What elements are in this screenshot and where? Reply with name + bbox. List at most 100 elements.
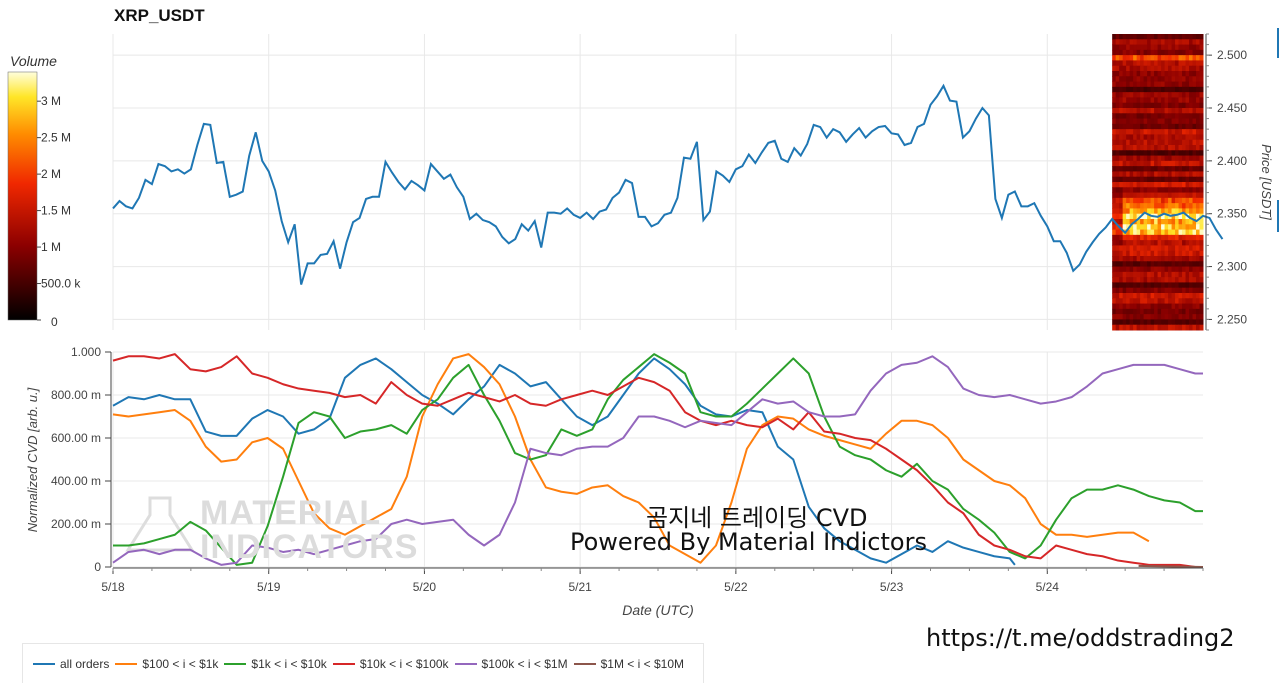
heatmap-cell	[1189, 187, 1194, 194]
heatmap-cell	[1150, 197, 1155, 204]
heatmap-cell	[1196, 86, 1201, 93]
heatmap-cell	[1157, 240, 1162, 246]
heatmap-cell	[1157, 134, 1162, 141]
legend-item[interactable]: $1k < i < $10k	[224, 657, 327, 671]
heatmap-cell	[1143, 76, 1148, 83]
heatmap-cell	[1168, 187, 1173, 194]
heatmap-cell	[1147, 271, 1152, 278]
legend-item[interactable]: $10k < i < $100k	[332, 657, 449, 671]
heatmap-cell	[1196, 203, 1201, 209]
heatmap-cell	[1115, 108, 1120, 114]
heatmap-cell	[1157, 160, 1162, 167]
heatmap-cell	[1185, 76, 1190, 83]
heatmap-cell	[1133, 187, 1138, 194]
heatmap-cell	[1147, 65, 1152, 72]
heatmap-cell	[1150, 166, 1155, 172]
heatmap-cell	[1168, 282, 1173, 289]
heatmap-cell	[1171, 76, 1176, 83]
heatmap-cell	[1150, 60, 1155, 67]
heatmap-cell	[1122, 187, 1127, 194]
heatmap-cell	[1178, 139, 1183, 146]
heatmap-cell	[1143, 261, 1148, 268]
heatmap-cell	[1171, 123, 1176, 130]
heatmap-cell	[1157, 34, 1162, 40]
heatmap-cell	[1119, 176, 1124, 183]
heatmap-cell	[1147, 150, 1152, 157]
heatmap-cell	[1185, 39, 1190, 46]
heatmap-cell	[1147, 240, 1152, 246]
heatmap-cell	[1140, 97, 1145, 104]
heatmap-cell	[1154, 150, 1159, 157]
heatmap-cell	[1147, 229, 1152, 236]
heatmap-cell	[1112, 44, 1117, 51]
heatmap-cell	[1182, 155, 1187, 162]
heatmap-cell	[1175, 314, 1180, 320]
heatmap-cell	[1182, 97, 1187, 104]
heatmap-cell	[1133, 282, 1138, 289]
heatmap-cell	[1126, 266, 1131, 273]
legend-item[interactable]: $1M < i < $10M	[573, 657, 684, 671]
heatmap-cell	[1122, 298, 1127, 305]
heatmap-cell	[1133, 324, 1138, 331]
legend-item[interactable]: $100k < i < $1M	[454, 657, 568, 671]
heatmap-cell	[1129, 282, 1134, 289]
heatmap-cell	[1115, 308, 1120, 315]
heatmap-cell	[1175, 129, 1180, 135]
heatmap-cell	[1136, 150, 1141, 157]
heatmap-cell	[1199, 55, 1204, 61]
heatmap-cell	[1143, 187, 1148, 194]
heatmap-cell	[1185, 129, 1190, 135]
heatmap-cell	[1122, 282, 1127, 289]
heatmap-cell	[1185, 197, 1190, 204]
heatmap-cell	[1199, 155, 1204, 162]
heatmap-cell	[1126, 134, 1131, 141]
heatmap-cell	[1143, 71, 1148, 77]
heatmap-cell	[1126, 44, 1131, 51]
heatmap-cell	[1168, 44, 1173, 51]
heatmap-cell	[1189, 92, 1194, 98]
heatmap-cell	[1189, 224, 1194, 231]
heatmap-cell	[1199, 308, 1204, 315]
heatmap-cell	[1133, 123, 1138, 130]
heatmap-cell	[1122, 92, 1127, 98]
heatmap-cell	[1119, 44, 1124, 51]
heatmap-cell	[1136, 81, 1141, 88]
heatmap-cell	[1115, 319, 1120, 326]
heatmap-cell	[1122, 303, 1127, 310]
heatmap-cell	[1168, 314, 1173, 320]
heatmap-cell	[1143, 229, 1148, 236]
heatmap-cell	[1126, 234, 1131, 241]
heatmap-cell	[1115, 303, 1120, 310]
heatmap-cell	[1126, 308, 1131, 315]
heatmap-cell	[1143, 134, 1148, 141]
heatmap-cell	[1196, 250, 1201, 257]
legend-item[interactable]: $100 < i < $1k	[115, 657, 218, 671]
heatmap-cell	[1154, 298, 1159, 305]
heatmap-cell	[1178, 203, 1183, 209]
cvd-y-tick-label: 600.00 m	[51, 431, 101, 445]
heatmap-cell	[1115, 76, 1120, 83]
heatmap-cell	[1168, 250, 1173, 257]
heatmap-cell	[1143, 277, 1148, 283]
heatmap-cell	[1143, 113, 1148, 120]
heatmap-cell	[1164, 229, 1169, 236]
heatmap-cell	[1178, 129, 1183, 135]
telegram-url[interactable]: https://t.me/oddstrading2	[926, 624, 1235, 652]
heatmap-cell	[1168, 60, 1173, 67]
heatmap-cell	[1157, 129, 1162, 135]
heatmap-cell	[1136, 39, 1141, 46]
heatmap-cell	[1192, 60, 1197, 67]
heatmap-cell	[1150, 44, 1155, 51]
heatmap-cell	[1140, 234, 1145, 241]
heatmap-cell	[1112, 213, 1117, 220]
heatmap-cell	[1189, 182, 1194, 188]
heatmap-cell	[1175, 240, 1180, 246]
legend-item[interactable]: all orders	[33, 657, 109, 671]
heatmap-cell	[1199, 240, 1204, 246]
heatmap-cell	[1182, 86, 1187, 93]
heatmap-cell	[1168, 150, 1173, 157]
heatmap-cell	[1196, 123, 1201, 130]
heatmap-cell	[1161, 81, 1166, 88]
heatmap-cell	[1171, 102, 1176, 109]
heatmap-cell	[1140, 229, 1145, 236]
